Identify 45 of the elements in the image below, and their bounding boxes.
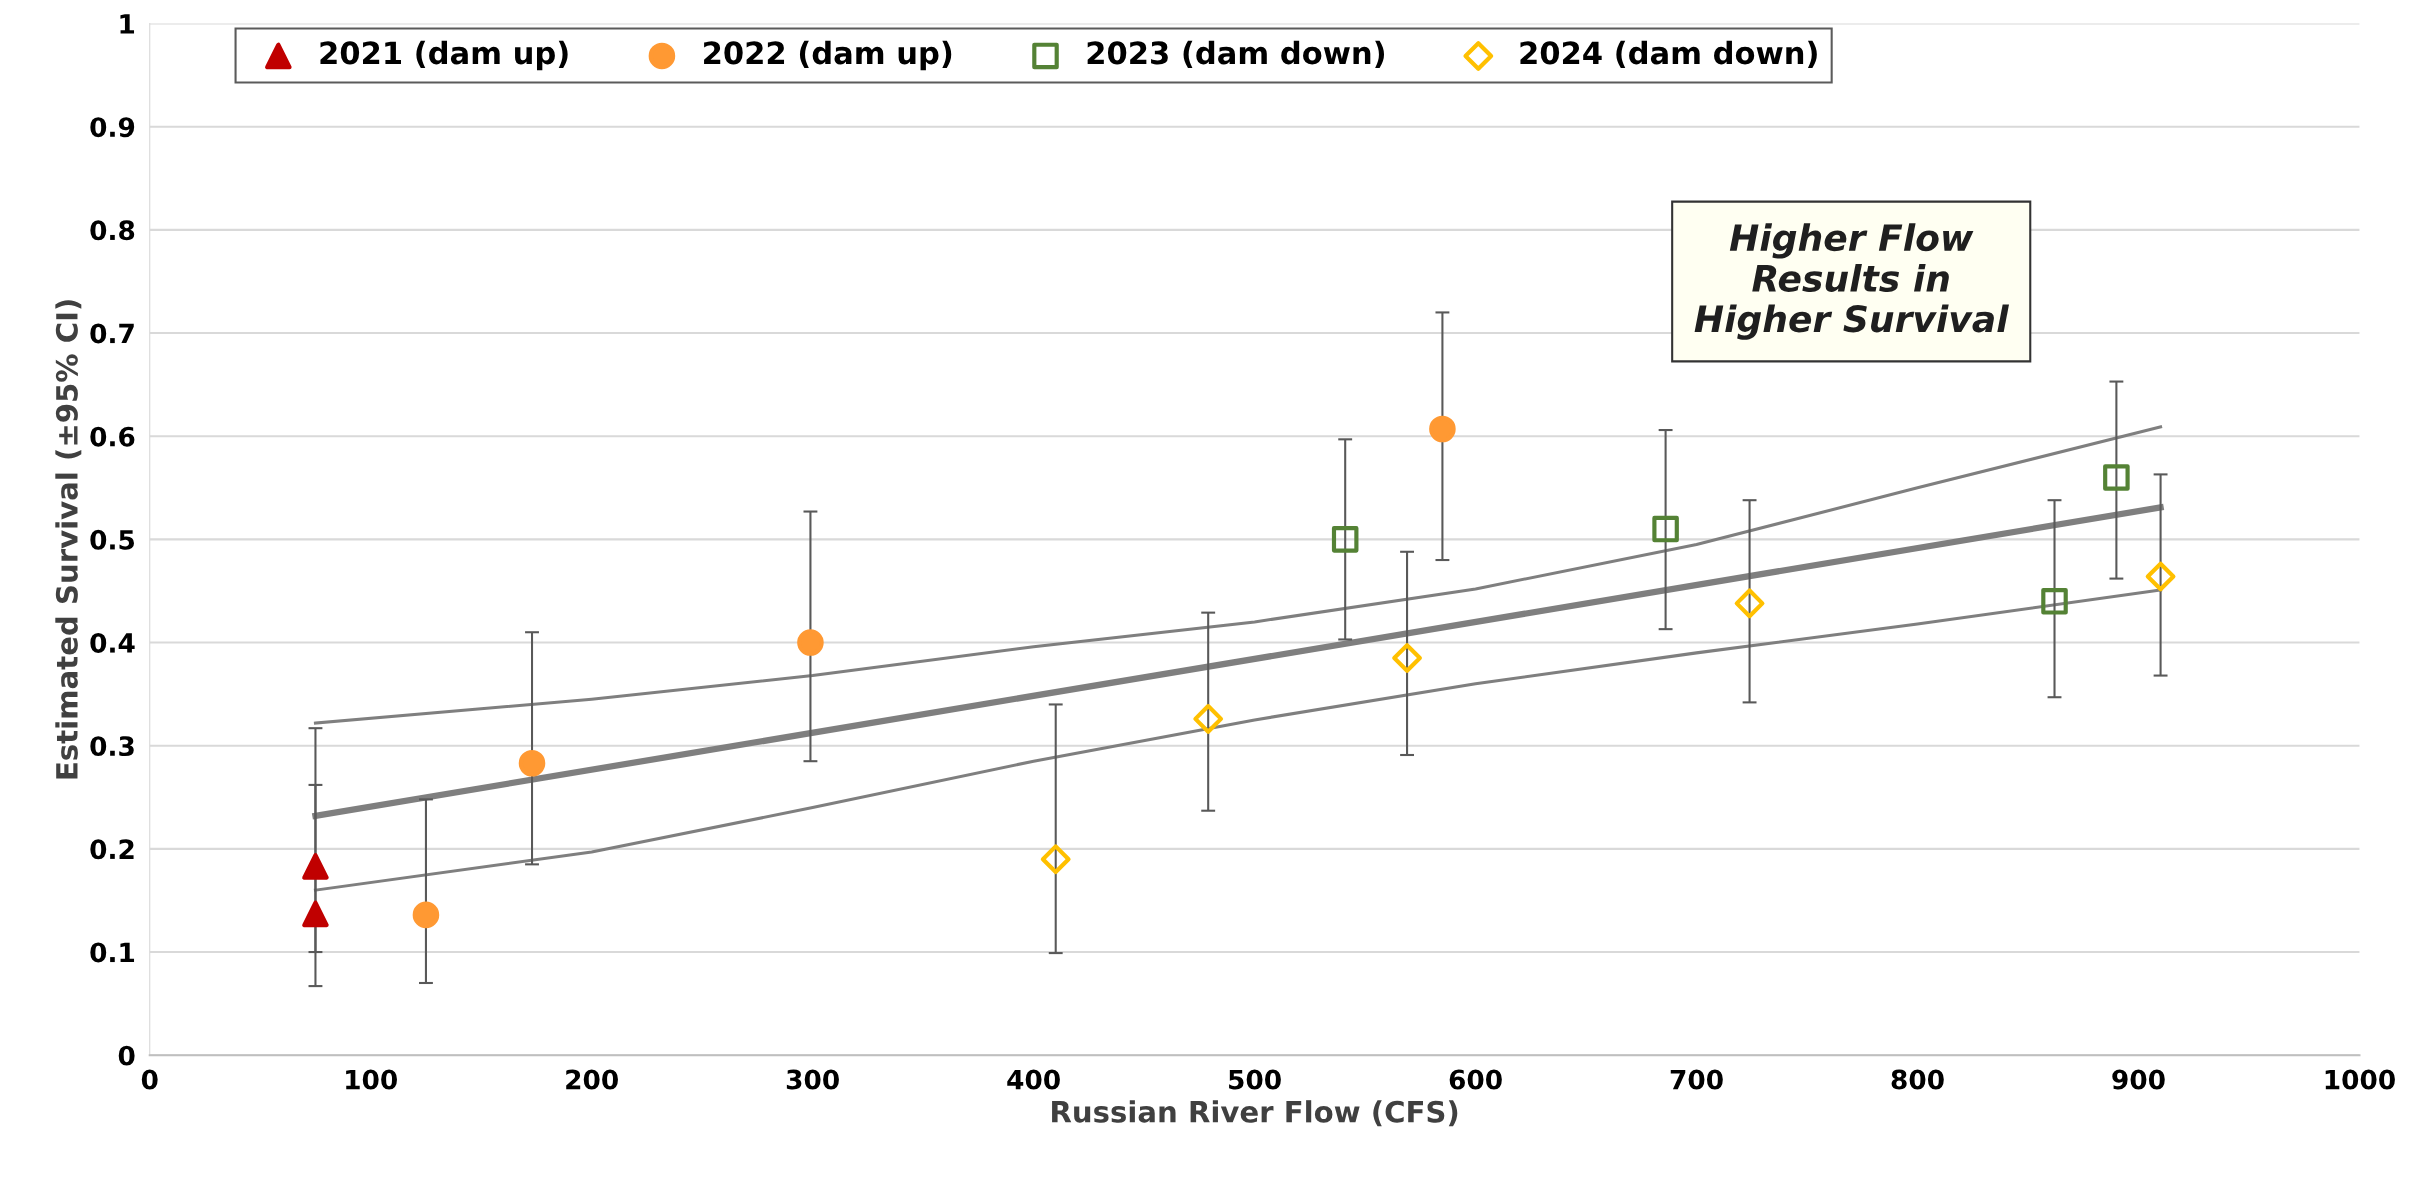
x-tick-label: 0 <box>141 1069 158 1090</box>
y-tick-label: 0.6 <box>90 426 135 447</box>
point <box>302 900 329 928</box>
point <box>1734 588 1765 619</box>
point <box>1429 415 1456 443</box>
point <box>2103 464 2130 491</box>
point <box>302 853 329 880</box>
x-tick-label: 700 <box>1670 1069 1723 1090</box>
y-tick-label: 0.5 <box>90 529 134 550</box>
point <box>1040 844 1071 875</box>
line-series <box>313 425 2163 725</box>
legend-label: 2024 (dam down) <box>1520 40 1817 69</box>
legend-label: 2021 (dam up) <box>320 40 568 71</box>
y-tick-label: 0 <box>118 1045 135 1066</box>
x-tick-label: 200 <box>566 1069 618 1090</box>
point <box>1331 526 1359 553</box>
y-tick-label: 0.2 <box>90 839 134 860</box>
point <box>1392 643 1422 673</box>
x-tick-label: 400 <box>1007 1069 1060 1090</box>
y-tick-label: 1 <box>120 14 135 34</box>
point <box>797 629 824 656</box>
y-tick-label: 0.1 <box>90 942 135 963</box>
y-tick-label: 0.7 <box>90 323 134 344</box>
point <box>412 901 440 929</box>
x-tick-label: 300 <box>786 1069 839 1090</box>
point <box>1193 704 1224 734</box>
x-tick-label: 600 <box>1449 1069 1502 1090</box>
y-tick-label: 0.3 <box>90 736 134 757</box>
y-tick-label: 0.4 <box>90 633 135 653</box>
x-tick-label: 900 <box>2112 1069 2165 1090</box>
point <box>518 749 546 777</box>
x-tick-label: 100 <box>346 1069 397 1090</box>
legend-label: 2022 (dam up) <box>704 40 952 71</box>
x-tick-label: 500 <box>1229 1069 1281 1090</box>
x-axis-title: Russian River Flow (CFS) <box>1052 1100 1458 1127</box>
point <box>1652 515 1679 543</box>
y-tick-label: 0.9 <box>90 117 135 138</box>
y-axis-title: Estimated Survival (±95% CI) <box>55 300 82 779</box>
x-tick-label: 800 <box>1891 1069 1944 1090</box>
y-tick-label: 0.8 <box>90 220 135 241</box>
annotation: Higher Flow Results in Higher Survival <box>1694 223 2009 340</box>
point <box>2041 588 2068 615</box>
point <box>2145 561 2176 592</box>
legend-label: 2023 (dam down) <box>1087 40 1385 69</box>
x-tick-label: 1000 <box>2325 1069 2395 1090</box>
